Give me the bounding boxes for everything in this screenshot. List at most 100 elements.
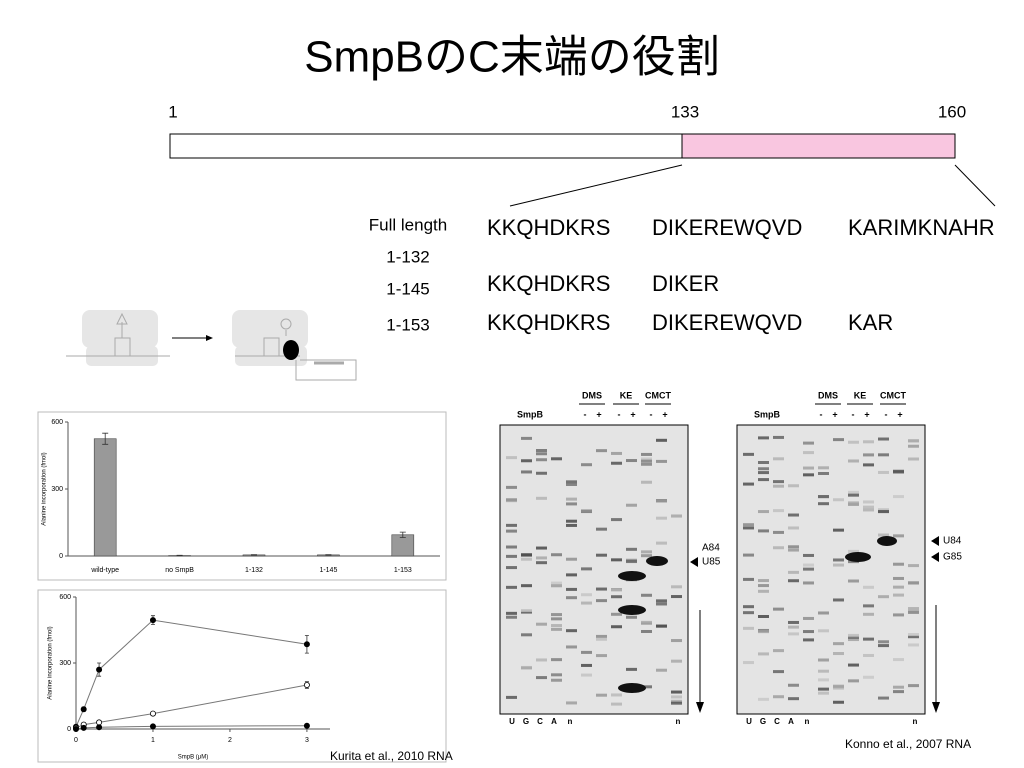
gel-band <box>656 499 667 503</box>
gel-band <box>758 630 769 634</box>
construct-label: 1-153 <box>386 315 429 334</box>
data-point <box>303 641 310 648</box>
gel-band <box>596 527 607 531</box>
gel-band <box>671 690 682 694</box>
gel-band <box>908 607 919 611</box>
lane-label: C <box>537 717 543 726</box>
gel-band <box>877 536 897 546</box>
gel-band <box>626 615 637 619</box>
gel-band <box>536 449 547 453</box>
gel-band <box>863 463 874 467</box>
gel-band <box>566 482 577 486</box>
sequence-segment: DIKER <box>652 271 719 296</box>
gel-band <box>848 501 859 505</box>
marker-arrow <box>931 552 939 562</box>
gel-band <box>878 470 889 474</box>
gel-band <box>803 553 814 557</box>
smpb-label: SmpB <box>517 409 544 419</box>
x-tick-label: 2 <box>228 737 232 744</box>
gel-band <box>671 699 682 703</box>
gel-band <box>551 584 562 588</box>
gel-band <box>818 466 829 470</box>
gel-band <box>566 557 577 561</box>
gel-band <box>506 529 517 533</box>
gel-band <box>833 652 844 656</box>
gel-band <box>596 637 607 641</box>
gel-band <box>893 690 904 694</box>
gel-band <box>773 509 784 513</box>
gel-band <box>536 561 547 565</box>
ribosome-schematic <box>66 310 357 381</box>
gel-band <box>893 658 904 662</box>
gel-band <box>536 658 547 662</box>
gel-band <box>506 615 517 619</box>
y-tick-label: 300 <box>51 486 63 493</box>
gel-band <box>818 687 829 691</box>
gel-band <box>803 563 814 567</box>
gel-band <box>758 461 769 465</box>
y-tick-label: 600 <box>51 419 63 426</box>
gel-band <box>626 503 637 507</box>
gel-band <box>641 629 652 633</box>
gel-band <box>833 528 844 532</box>
data-point <box>96 666 103 673</box>
domain-bar <box>169 133 683 159</box>
gel-band <box>566 497 577 501</box>
gel-band <box>506 498 517 502</box>
gel-band <box>743 526 754 530</box>
gel-band <box>626 667 637 671</box>
sign-label: + <box>630 409 635 419</box>
gel-band <box>626 560 637 564</box>
gel-band <box>788 548 799 552</box>
gel-band <box>893 470 904 474</box>
data-point <box>303 682 310 689</box>
gel-band <box>656 541 667 545</box>
gel-band <box>596 599 607 603</box>
gel-band <box>596 654 607 658</box>
gel-band <box>893 585 904 589</box>
error-bar <box>102 432 109 445</box>
gel-band <box>641 452 652 456</box>
citation: Konno et al., 2007 RNA <box>845 737 971 751</box>
gel-band <box>641 462 652 466</box>
gel-band <box>908 457 919 461</box>
gel-band <box>863 675 874 679</box>
x-tick-label: no SmpB <box>165 567 194 574</box>
gel-band <box>833 563 844 567</box>
sign-label: - <box>885 409 888 419</box>
gel-band <box>848 579 859 583</box>
gel-band <box>566 573 577 577</box>
gel-band <box>611 451 622 455</box>
gel-band <box>641 620 652 624</box>
gel-band <box>758 589 769 593</box>
reagent-label: CMCT <box>880 390 906 400</box>
reagent-label: DMS <box>818 390 838 400</box>
gel-band <box>758 478 769 482</box>
gel-band <box>641 593 652 597</box>
gel-band <box>788 697 799 701</box>
gel-band <box>743 523 754 527</box>
gel-band <box>566 502 577 506</box>
gel-band <box>611 518 622 522</box>
gel-band <box>863 637 874 641</box>
x-tick-label: wild-type <box>90 567 119 574</box>
gel-band <box>803 581 814 585</box>
gel-band <box>788 683 799 687</box>
data-point <box>96 724 103 731</box>
gel-band <box>908 581 919 585</box>
gel-band <box>758 467 769 471</box>
gel-band <box>818 629 829 633</box>
gel-band <box>848 638 859 642</box>
gel-band <box>618 683 646 693</box>
gel-band <box>506 611 517 615</box>
series-line <box>75 684 308 729</box>
line-panel <box>37 589 447 763</box>
gel-band <box>626 547 637 551</box>
gel-band <box>551 658 562 662</box>
gel-band <box>596 449 607 453</box>
sign-label: - <box>618 409 621 419</box>
data-point <box>149 723 156 730</box>
gel-band <box>773 670 784 674</box>
reagent-label: CMCT <box>645 390 671 400</box>
